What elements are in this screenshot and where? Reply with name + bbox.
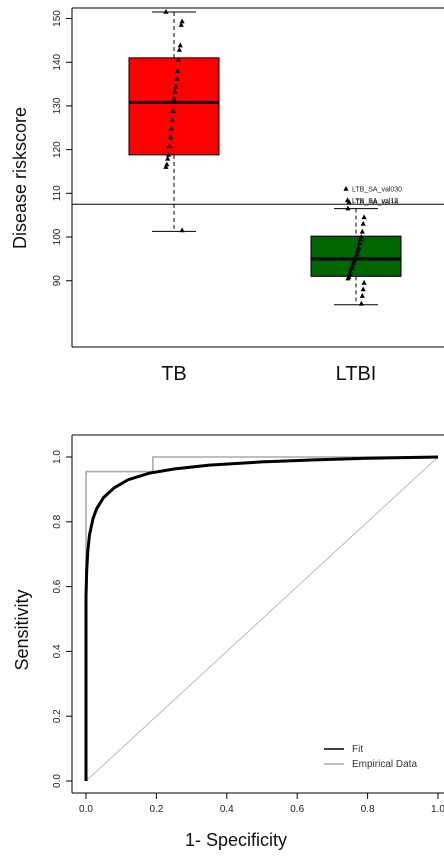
boxplot-y-tick-label: 110 xyxy=(52,185,63,201)
data-point-ltbi xyxy=(355,248,361,253)
data-point-tb xyxy=(163,8,169,14)
boxplot-y-tick-label: 150 xyxy=(52,10,63,27)
data-point-ltbi xyxy=(360,220,366,226)
data-point-ltbi xyxy=(350,260,356,266)
data-point-ltbi xyxy=(360,286,366,292)
roc-x-tick-label: 0.2 xyxy=(149,804,163,815)
roc-x-tick-label: 0.0 xyxy=(79,804,93,815)
roc-x-tick-label: 0.4 xyxy=(220,804,234,815)
boxplot-y-tick-label: 120 xyxy=(52,141,63,158)
roc-fit-line xyxy=(84,455,439,781)
roc-diagonal-line xyxy=(85,456,439,782)
category-label-ltbi: LTBI xyxy=(336,363,377,385)
roc-chart: 0.0 0.2 0.4 0.6 0.8 1.0 0.0 0.2 0.4 0.6 0.8 1.0 Fi… xyxy=(12,434,444,850)
data-point-ltbi xyxy=(359,293,365,298)
data-point-ltbi xyxy=(356,244,362,250)
data-point-tb xyxy=(171,95,177,101)
data-point-tb xyxy=(175,57,182,62)
data-point-tb xyxy=(168,125,174,131)
roc-legend: Fit Empirical Data xyxy=(324,744,417,770)
data-point-tb xyxy=(179,18,185,24)
data-point-tb xyxy=(175,67,181,73)
data-point-tb xyxy=(173,83,179,89)
roc-y-axis-label: Sensitivity xyxy=(12,589,32,670)
roc-y-tick-label: 0.2 xyxy=(52,709,63,723)
data-point-ltbi xyxy=(359,228,365,234)
data-point-tb xyxy=(176,46,182,52)
roc-x-axis-label: 1- Specificity xyxy=(185,830,287,850)
data-point-ltbi xyxy=(357,236,364,242)
data-point-ltbi xyxy=(358,300,364,306)
boxplot-chart: 90 100 110 120 130 140 150 LTB_SA_val030 LTB_SA… xyxy=(10,7,444,385)
box-tb xyxy=(128,57,220,156)
data-point-ltbi xyxy=(361,279,367,285)
outlier-label: LTB_SA_val18 xyxy=(352,200,398,207)
data-point-ltbi xyxy=(345,275,351,281)
data-point-ltbi xyxy=(345,205,351,211)
data-point-tb xyxy=(163,164,169,169)
outlier-label: LTB_SA_val030 xyxy=(352,186,402,193)
roc-x-tick-label: 0.8 xyxy=(361,804,375,815)
data-point-tb xyxy=(166,151,172,157)
data-point-ltbi xyxy=(361,214,367,220)
data-point-tb xyxy=(174,75,180,81)
data-point-tb xyxy=(179,227,185,233)
outlier-point xyxy=(346,199,352,204)
roc-x-tick-label: 1.0 xyxy=(431,804,444,815)
data-point-tb xyxy=(178,22,184,27)
data-point-ltbi xyxy=(348,265,355,271)
roc-x-tick-label: 0.6 xyxy=(290,804,304,815)
category-label-tb: TB xyxy=(161,363,187,385)
boxplot-y-tick-label: 90 xyxy=(52,275,63,287)
data-point-tb xyxy=(170,108,176,113)
data-point-tb xyxy=(166,143,173,148)
boxplot-y-tick-label: 140 xyxy=(52,53,63,70)
roc-y-tick-label: 0.4 xyxy=(52,644,63,658)
data-point-tb xyxy=(169,117,175,123)
data-point-tb xyxy=(164,161,170,167)
boxplot-y-axis-label: Disease riskscore xyxy=(10,107,30,249)
legend-label-empirical: Empirical Data xyxy=(352,759,417,770)
roc-y-tick-label: 0.0 xyxy=(52,774,63,788)
outlier-point xyxy=(343,185,349,191)
data-point-tb xyxy=(177,42,183,48)
data-point-tb xyxy=(165,155,171,161)
data-point-tb xyxy=(167,134,173,140)
roc-y-tick-label: 0.6 xyxy=(52,579,63,593)
data-point-ltbi xyxy=(357,240,363,245)
outlier-label: LTB_SA_val12 xyxy=(352,198,398,205)
data-point-tb xyxy=(172,88,178,94)
roc-y-tick-label: 0.8 xyxy=(52,514,63,528)
legend-label-fit: Fit xyxy=(352,744,363,755)
roc-y-tick-label: 1.0 xyxy=(52,450,63,464)
boxplot-y-tick-label: 100 xyxy=(52,228,63,245)
boxplot-y-tick-label: 130 xyxy=(52,97,63,114)
